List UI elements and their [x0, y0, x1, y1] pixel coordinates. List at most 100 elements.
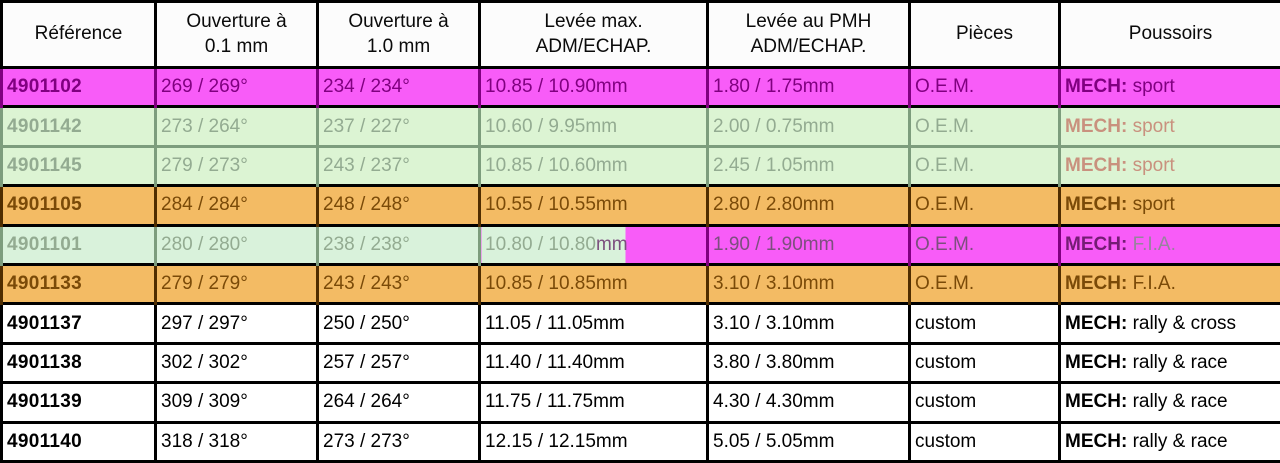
cell-pieces: O.E.M.: [908, 105, 1060, 147]
cell-levee-pmh: 3.10 / 3.10mm: [706, 262, 910, 304]
column-header-label: ADM/ECHAP.: [750, 35, 867, 57]
poussoirs-text: MECH: rally & cross: [1065, 313, 1236, 334]
cell-levee-max: 10.85 / 10.90mm: [478, 65, 708, 107]
table-row-4901140: 4901140 318 / 318° 273 / 273° 12.15 / 12.15…: [0, 420, 1280, 462]
table-row-4901105: 4901105 284 / 284° 248 / 248° 10.55 / 10.55…: [0, 184, 1280, 226]
cell-ouverture-01: 297 / 297°: [154, 302, 318, 344]
cell-reference: 4901145: [0, 144, 156, 186]
cell-pieces: O.E.M.: [908, 184, 1060, 226]
column-header-label: Ouverture à: [186, 10, 287, 32]
poussoirs-value: rally & race: [1132, 430, 1228, 452]
poussoirs-value: F.I.A.: [1132, 273, 1176, 295]
cell-poussoirs: MECH: rally & cross: [1058, 302, 1280, 344]
table-row-4901133: 4901133 279 / 279° 243 / 243° 10.85 / 10.85…: [0, 262, 1280, 304]
cell-ouverture-10: 237 / 227°: [316, 105, 480, 147]
poussoirs-text: MECH: F.I.A.: [1065, 234, 1176, 255]
column-header-label: 0.1 mm: [204, 35, 269, 57]
poussoirs-text: MECH: sport: [1065, 194, 1175, 215]
poussoirs-text: MECH: rally & race: [1065, 391, 1228, 412]
cell-levee-pmh: 2.80 / 2.80mm: [706, 184, 910, 226]
cell-ouverture-10: 273 / 273°: [316, 420, 480, 462]
poussoirs-value: sport: [1132, 115, 1175, 137]
cell-reference: 4901133: [0, 262, 156, 304]
cell-reference: 4901102: [0, 65, 156, 107]
cell-ouverture-01: 279 / 279°: [154, 262, 318, 304]
poussoirs-text: MECH: F.I.A.: [1065, 273, 1176, 294]
cell-reference: 4901105: [0, 184, 156, 226]
cell-levee-max: 10.55 / 10.55mm: [478, 184, 708, 226]
mech-label: MECH:: [1065, 351, 1128, 373]
cell-poussoirs: MECH: sport: [1058, 144, 1280, 186]
cell-ouverture-01: 273 / 264°: [154, 105, 318, 147]
cell-levee-max: 10.85 / 10.60mm: [478, 144, 708, 186]
column-header-ouverture_01: Ouverture à 0.1 mm: [154, 0, 319, 69]
cell-pieces: O.E.M.: [908, 223, 1060, 265]
cell-ouverture-10: 250 / 250°: [316, 302, 480, 344]
cell-levee-pmh: 5.05 / 5.05mm: [706, 420, 910, 462]
selected-text: mm: [595, 233, 628, 255]
mech-label: MECH:: [1065, 76, 1128, 98]
column-header-levee_max: Levée max. ADM/ECHAP.: [478, 0, 709, 69]
mech-label: MECH:: [1065, 312, 1128, 334]
column-header-ouverture_10: Ouverture à 1.0 mm: [316, 0, 481, 69]
poussoirs-text: MECH: sport: [1065, 76, 1175, 97]
cell-reference: 4901142: [0, 105, 156, 147]
column-header-label: Poussoirs: [1128, 23, 1213, 45]
cell-reference: 4901101: [0, 223, 156, 265]
poussoirs-value: rally & race: [1132, 391, 1228, 413]
column-header-label: ADM/ECHAP.: [535, 35, 652, 57]
poussoirs-text: MECH: rally & race: [1065, 352, 1228, 373]
table-body: 4901102 269 / 269° 234 / 234° 10.85 / 10.90…: [0, 65, 1280, 462]
cell-levee-pmh: 2.00 / 0.75mm: [706, 105, 910, 147]
table-row-4901102: 4901102 269 / 269° 234 / 234° 10.85 / 10.90…: [0, 65, 1280, 107]
cell-levee-max: 11.05 / 11.05mm: [478, 302, 708, 344]
cell-ouverture-10: 238 / 238°: [316, 223, 480, 265]
cell-levee-pmh: 1.80 / 1.75mm: [706, 65, 910, 107]
cell-poussoirs: MECH: rally & race: [1058, 381, 1280, 423]
table-row-4901145: 4901145 279 / 273° 243 / 237° 10.85 / 10.60…: [0, 144, 1280, 186]
header-row: Référence Ouverture à 0.1 mm Ouverture à 1.0…: [0, 0, 1280, 69]
mech-label: MECH:: [1065, 233, 1128, 255]
poussoirs-text: MECH: sport: [1065, 116, 1175, 137]
cell-levee-pmh: 4.30 / 4.30mm: [706, 381, 910, 423]
cell-levee-pmh: 3.80 / 3.80mm: [706, 341, 910, 383]
cell-ouverture-10: 243 / 243°: [316, 262, 480, 304]
cell-ouverture-01: 280 / 280°: [154, 223, 318, 265]
cell-poussoirs: MECH: F.I.A.: [1058, 262, 1280, 304]
cell-ouverture-10: 234 / 234°: [316, 65, 480, 107]
cell-levee-max: 10.60 / 9.95mm: [478, 105, 708, 147]
poussoirs-value: F.I.A.: [1132, 233, 1176, 255]
mech-label: MECH:: [1065, 391, 1128, 413]
column-header-label: Ouverture à: [348, 10, 449, 32]
cell-levee-pmh: 3.10 / 3.10mm: [706, 302, 910, 344]
mech-label: MECH:: [1065, 194, 1128, 216]
cell-ouverture-01: 269 / 269°: [154, 65, 318, 107]
column-header-levee_pmh: Levée au PMH ADM/ECHAP.: [706, 0, 911, 69]
cell-levee-pmh: 1.90 / 1.90mm: [706, 223, 910, 265]
cell-pieces: custom: [908, 341, 1060, 383]
unselected-text: 10.80 / 10.80: [485, 233, 596, 255]
table-row-4901139: 4901139 309 / 309° 264 / 264° 11.75 / 11.75…: [0, 381, 1280, 423]
cell-ouverture-01: 318 / 318°: [154, 420, 318, 462]
mech-label: MECH:: [1065, 154, 1128, 176]
column-header-poussoirs: Poussoirs: [1058, 0, 1280, 69]
cell-pieces: custom: [908, 381, 1060, 423]
cell-reference: 4901140: [0, 420, 156, 462]
column-header-label: Référence: [34, 23, 123, 45]
table-row-4901142: 4901142 273 / 264° 237 / 227° 10.60 / 9.95m…: [0, 105, 1280, 147]
cell-ouverture-10: 243 / 237°: [316, 144, 480, 186]
poussoirs-text: MECH: sport: [1065, 155, 1175, 176]
table-row-4901137: 4901137 297 / 297° 250 / 250° 11.05 / 11.05…: [0, 302, 1280, 344]
cell-reference: 4901137: [0, 302, 156, 344]
cell-reference: 4901139: [0, 381, 156, 423]
cell-poussoirs: MECH: sport: [1058, 184, 1280, 226]
column-header-label: 1.0 mm: [366, 35, 431, 57]
cell-levee-max: 12.15 / 12.15mm: [478, 420, 708, 462]
column-header-pieces: Pièces: [908, 0, 1061, 69]
mech-label: MECH:: [1065, 430, 1128, 452]
cell-levee-pmh: 2.45 / 1.05mm: [706, 144, 910, 186]
cell-ouverture-01: 302 / 302°: [154, 341, 318, 383]
poussoirs-value: sport: [1132, 76, 1175, 98]
cell-poussoirs: MECH: sport: [1058, 65, 1280, 107]
